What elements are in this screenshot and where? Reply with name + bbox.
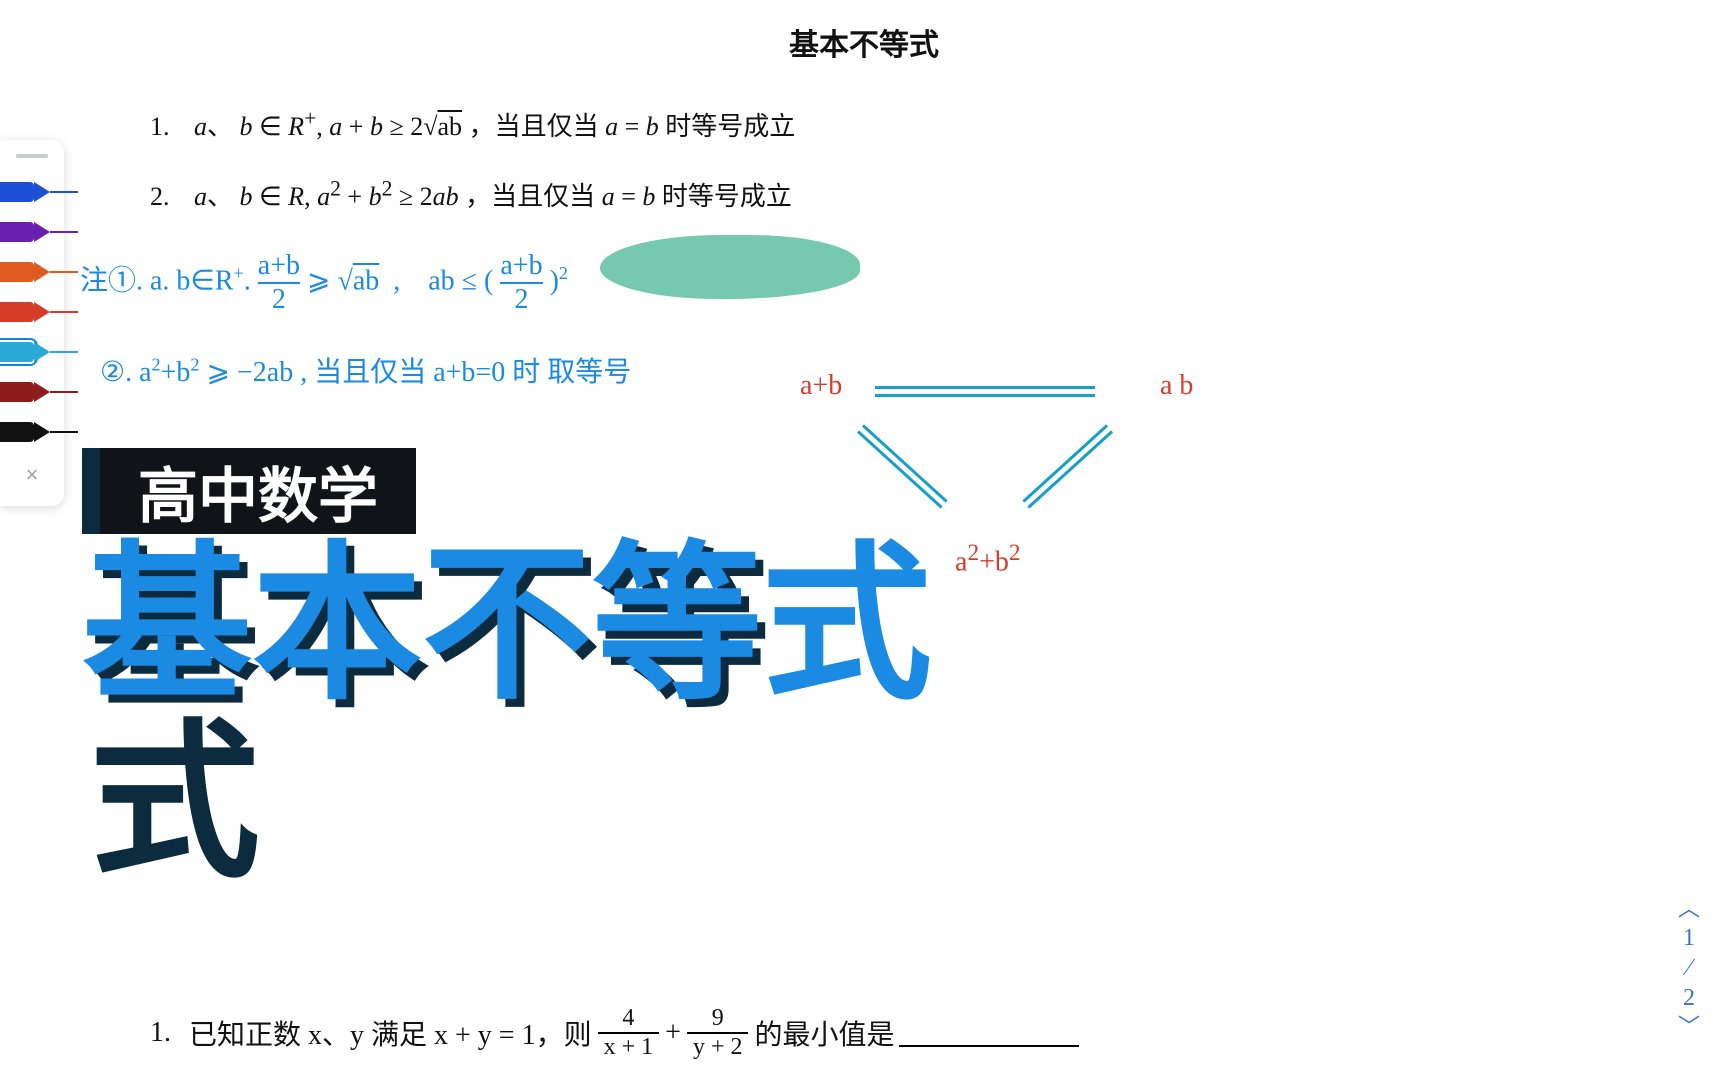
pen-tool[interactable] (0, 412, 64, 452)
handwritten-note-1: 注①. a. b∈R+. a+b2 ⩾ √ab , ab ≤ ( a+b2 )2 (80, 250, 568, 316)
banner-accent-bar (82, 448, 100, 534)
pen-tool[interactable] (0, 212, 64, 252)
handwritten-note-2: ②. a2+b2 ⩾ −2ab , 当且仅当 a+b=0 时 取等号 (100, 350, 631, 390)
plus: + (665, 1017, 681, 1049)
rule-body: a、 b ∈ R+, a + b ≥ 2√ab ，当且仅当 a = b 时等号成… (194, 112, 795, 141)
problem-lead: 已知正数 x、y 满足 x + y = 1，则 (189, 1013, 592, 1053)
page-current: 1 (1678, 923, 1700, 953)
rule-index: 1. (150, 112, 170, 141)
pen-tool[interactable] (0, 172, 64, 212)
pen-tool[interactable] (0, 252, 64, 292)
highlight-blob (600, 235, 860, 299)
page-total: 2 (1678, 983, 1700, 1013)
diagram-label-sqsum: a2+b2 (955, 540, 1021, 578)
pen-tool[interactable] (0, 292, 64, 332)
frac-den: y + 2 (687, 1034, 749, 1060)
toolbar-close[interactable]: × (26, 462, 39, 488)
fraction-1: 4 x + 1 (598, 1005, 660, 1060)
pen-toolbar[interactable]: × (0, 140, 64, 506)
rule-index: 2. (150, 182, 170, 211)
rule-line-2: 2. a、 b ∈ R, a2 + b2 ≥ 2ab ，当且仅当 a = b 时… (150, 176, 792, 213)
banner-blue-front: 基本不等式 (82, 530, 932, 720)
banner-black-text: 高中数学 (138, 448, 378, 535)
rule-line-1: 1. a、 b ∈ R+, a + b ≥ 2√ab ，当且仅当 a = b 时… (150, 106, 795, 143)
frac-den: x + 1 (598, 1034, 660, 1060)
banner-black: 高中数学 (100, 448, 416, 534)
frac-num: 9 (706, 1005, 730, 1031)
frac-num: 4 (616, 1005, 640, 1031)
rule-body: a、 b ∈ R, a2 + b2 ≥ 2ab ，当且仅当 a = b 时等号成… (194, 182, 792, 211)
problem-tail: 的最小值是 (754, 1013, 894, 1053)
page-slash: ⁄ (1678, 953, 1700, 983)
problem-1: 1. 已知正数 x、y 满足 x + y = 1，则 4 x + 1 + 9 y… (150, 1005, 1079, 1060)
diagram-label-sum: a+b (800, 370, 842, 402)
pen-tool[interactable] (0, 332, 64, 372)
diagram-label-prod: a b (1160, 370, 1193, 402)
page-title: 基本不等式 (789, 20, 939, 64)
answer-blank[interactable] (899, 1019, 1079, 1047)
problem-index: 1. (150, 1017, 171, 1049)
pen-tool[interactable] (0, 372, 64, 412)
toolbar-handle[interactable] (16, 154, 48, 158)
banner-blue: 基本不等式 基本不等式 (82, 540, 932, 710)
page-down-icon[interactable]: ﹀ (1678, 1013, 1700, 1041)
page-up-icon[interactable]: ︿ (1678, 895, 1700, 923)
fraction-2: 9 y + 2 (687, 1005, 749, 1060)
page-navigator[interactable]: ︿ 1 ⁄ 2 ﹀ (1678, 895, 1700, 1040)
